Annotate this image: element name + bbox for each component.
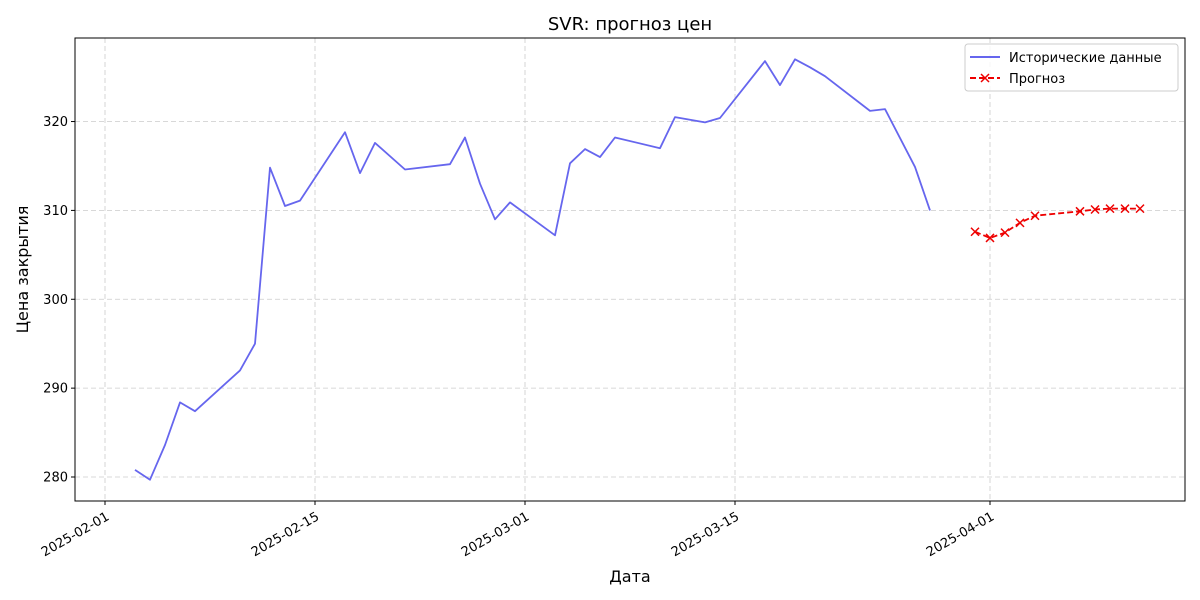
y-tick-label: 310 xyxy=(43,204,68,219)
series xyxy=(134,58,1145,481)
chart-title: SVR: прогноз цен xyxy=(548,14,712,35)
y-axis-title: Цена закрытия xyxy=(13,206,32,334)
forecast-point-marker xyxy=(1135,204,1145,214)
forecast-point-marker xyxy=(1030,211,1040,221)
forecast-point-marker xyxy=(1000,228,1010,238)
legend-marker-forecast xyxy=(980,73,990,83)
forecast-point-marker xyxy=(1075,206,1085,216)
y-tick-label: 280 xyxy=(43,471,68,486)
y-tick-label: 290 xyxy=(43,382,68,397)
x-tick-label: 2025-03-01 xyxy=(459,509,532,560)
forecast-point-marker xyxy=(1105,204,1115,214)
x-tick-label: 2025-04-01 xyxy=(924,509,997,560)
x-tick-label: 2025-02-15 xyxy=(249,509,322,560)
series-line-1 xyxy=(974,207,1140,239)
legend-box xyxy=(964,43,1179,92)
forecast-point-marker xyxy=(985,233,995,243)
forecast-point-marker xyxy=(1090,204,1100,215)
plot-area xyxy=(74,37,1186,502)
y-tick-label: 320 xyxy=(43,115,68,130)
grid xyxy=(75,38,1185,501)
y-tick-label: 300 xyxy=(43,293,68,308)
axis-ticks: 2025-02-01 2025-02-15 2025-03-01 2025-03-15… xyxy=(39,115,997,560)
legend: Исторические данные Прогноз xyxy=(964,43,1179,92)
forecast-point-marker xyxy=(970,227,980,237)
forecast-point-marker xyxy=(1015,218,1025,228)
x-axis-title: Дата xyxy=(609,567,650,586)
legend-label-forecast: Прогноз xyxy=(1009,72,1065,87)
series-line-0 xyxy=(134,58,931,481)
forecast-point-marker xyxy=(1120,204,1130,214)
x-tick-label: 2025-02-01 xyxy=(39,509,112,560)
legend-label-historical: Исторические данные xyxy=(1009,51,1162,66)
x-tick-label: 2025-03-15 xyxy=(669,509,742,560)
